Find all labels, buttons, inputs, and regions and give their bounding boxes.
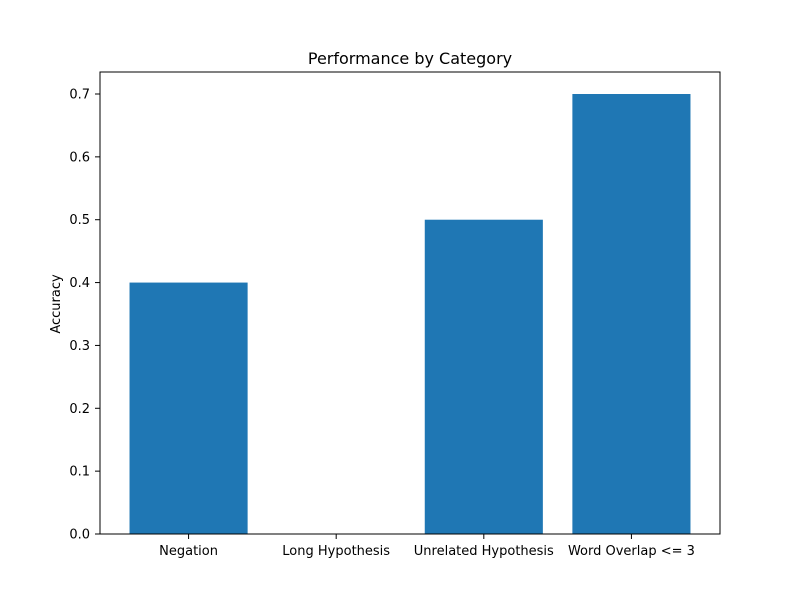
chart-title: Performance by Category (308, 49, 512, 68)
x-tick-label-negation: Negation (159, 544, 218, 559)
bars-group (129, 94, 691, 534)
y-tick-label-5: 0.5 (69, 213, 90, 228)
y-tick-label-1: 0.1 (69, 465, 90, 480)
y-tick-label-6: 0.6 (69, 150, 90, 165)
y-tick-label-3: 0.3 (69, 339, 90, 354)
x-tick-label-unrelated-hypothesis: Unrelated Hypothesis (414, 544, 554, 559)
plot-frame (99, 71, 721, 535)
x-tick-label-word-overlap-3: Word Overlap <= 3 (568, 544, 695, 559)
bar-negation (129, 282, 248, 534)
bar-unrelated-hypothesis (424, 219, 543, 534)
y-tick-label-4: 0.4 (69, 276, 90, 291)
y-tick-label-2: 0.2 (69, 402, 90, 417)
y-axis: 0.0 0.1 0.2 0.3 0.4 0.5 0.6 0.7 (69, 88, 100, 543)
bar-word-overlap-3 (572, 94, 691, 534)
x-tick-label-long-hypothesis: Long Hypothesis (282, 544, 390, 559)
y-tick-label-0: 0.0 (69, 528, 90, 543)
y-tick-label-7: 0.7 (69, 88, 90, 103)
y-axis-label: Accuracy (49, 274, 64, 334)
x-axis: Negation Long Hypothesis Unrelated Hypothe… (159, 534, 695, 559)
